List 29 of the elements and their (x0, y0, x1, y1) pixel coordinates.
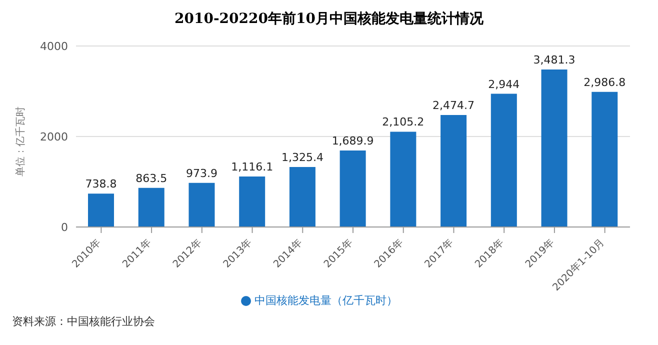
data-label: 1,116.1 (231, 160, 274, 174)
data-label: 1,325.4 (281, 151, 324, 164)
bar (138, 188, 164, 227)
bar (239, 176, 266, 227)
bar (490, 94, 517, 227)
y-tick-label: 2000 (40, 130, 68, 144)
y-tick-label: 4000 (40, 40, 68, 53)
data-label: 2,986.8 (584, 76, 626, 89)
bar (440, 115, 467, 227)
bar (188, 182, 215, 227)
chart-title: 2010-20220年前10月中国核能发电量统计情况 (174, 10, 484, 29)
text: 资料来源：中国核能行业协会 (12, 314, 156, 329)
data-label: 2,474.7 (432, 99, 475, 112)
data-label: 3,481.3 (533, 53, 576, 66)
data-label: 2,105.2 (382, 116, 424, 129)
bar (541, 69, 568, 227)
data-label: 863.5 (136, 172, 168, 185)
y-tick-label: 0 (61, 220, 68, 234)
bar (340, 150, 366, 227)
data-label: 973.9 (186, 166, 218, 180)
y-axis-title: 单位：亿千瓦时 (14, 106, 27, 176)
data-label: 1,689.9 (332, 134, 374, 148)
data-label: 738.8 (85, 178, 117, 191)
legend-label: 中国核能发电量（亿千瓦时） (254, 294, 398, 307)
bar (88, 194, 114, 227)
data-label: 2,944 (488, 78, 520, 91)
bar (390, 132, 416, 227)
bar (289, 167, 316, 227)
bar (592, 92, 618, 227)
